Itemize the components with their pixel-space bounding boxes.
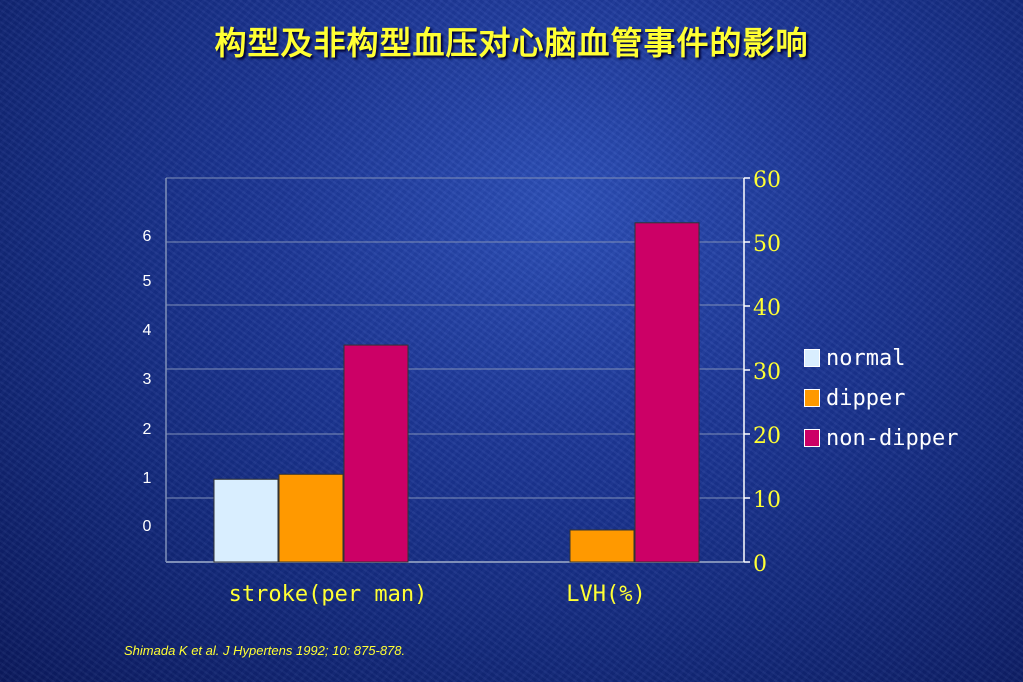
right-axis-tick-0: 0 <box>753 552 767 577</box>
right-axis-tick-60: 60 <box>753 168 781 193</box>
right-axis-tick-40: 40 <box>753 296 781 321</box>
left-axis-tick-6: 6 <box>143 228 152 245</box>
right-axis-tick-10: 10 <box>753 488 781 513</box>
legend-swatch-normal <box>804 349 820 367</box>
bar-non-dipper-0 <box>343 344 409 563</box>
left-axis-tick-3: 3 <box>143 371 152 388</box>
category-label-1: LVH(%) <box>566 582 645 607</box>
right-axis-tick-30: 30 <box>753 360 781 385</box>
citation: Shimada K et al. J Hypertens 1992; 10: 8… <box>124 643 406 658</box>
left-axis-tick-4: 4 <box>143 322 152 339</box>
right-axis-tick-20: 20 <box>753 424 781 449</box>
category-label-0: stroke(per man) <box>229 582 428 607</box>
legend-label-non-dipper: non-dipper <box>826 425 959 451</box>
legend-item-dipper: dipper <box>804 378 958 418</box>
left-axis-tick-5: 5 <box>143 273 152 290</box>
bar-non-dipper-1 <box>634 222 700 563</box>
slide-title: 构型及非构型血压对心脑血管事件的影响 <box>214 24 809 62</box>
left-axis-tick-0: 0 <box>143 518 152 535</box>
right-axis-tick-50: 50 <box>753 232 781 257</box>
bar-normal-0 <box>213 478 279 563</box>
left-axis-tick-1: 1 <box>143 470 152 487</box>
legend-label-dipper: dipper <box>826 385 906 411</box>
left-axis-tick-2: 2 <box>143 421 152 438</box>
bar-dipper-1 <box>569 529 635 563</box>
legend-label-normal: normal <box>826 345 906 371</box>
bar-dipper-0 <box>278 473 344 563</box>
chart-legend: normal dipper non-dipper <box>804 338 958 458</box>
legend-swatch-non-dipper <box>804 429 820 447</box>
legend-item-normal: normal <box>804 338 958 378</box>
legend-swatch-dipper <box>804 389 820 407</box>
legend-item-non-dipper: non-dipper <box>804 418 958 458</box>
